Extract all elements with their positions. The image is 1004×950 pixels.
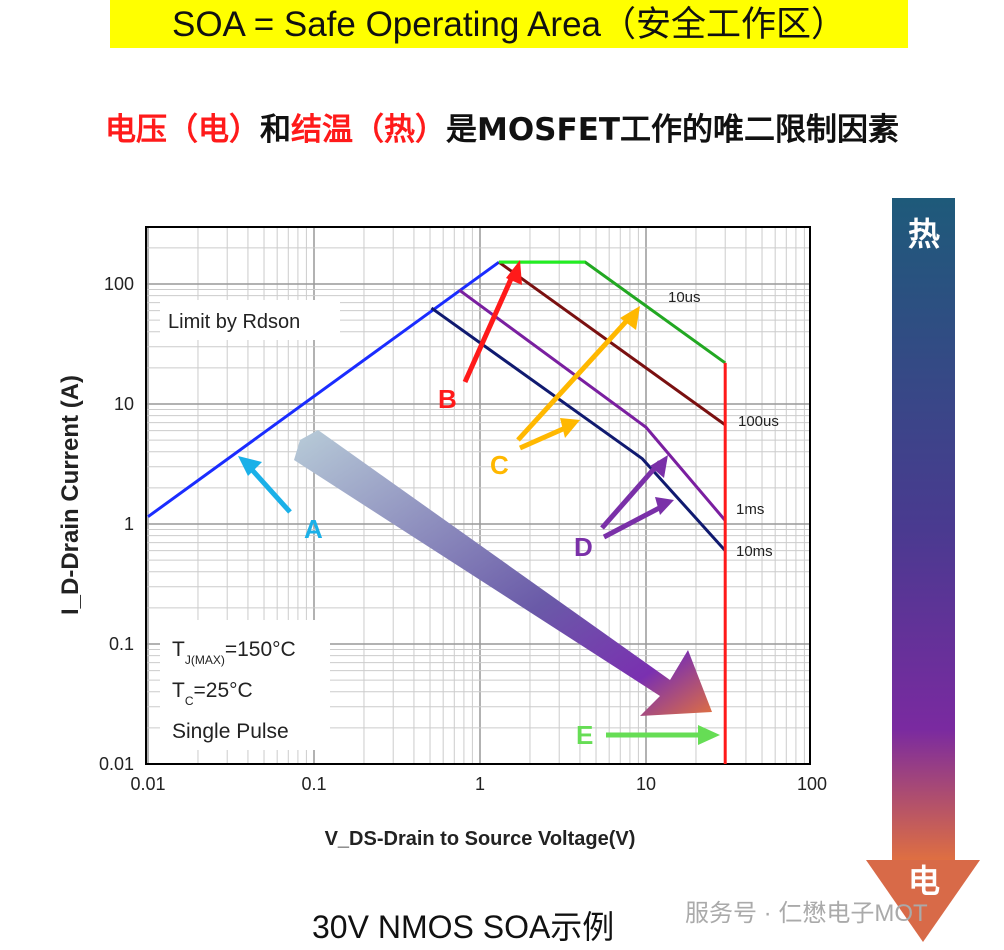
tj-label: TJ(MAX)=150°C (172, 638, 296, 667)
series-label-10us: 10us (668, 289, 701, 306)
y-tick-label: 0.1 (109, 634, 134, 654)
x-tick-label: 10 (636, 774, 656, 794)
marker-e: E (576, 720, 593, 750)
slide-title: SOA = Safe Operating Area（安全工作区） (110, 0, 908, 48)
x-tick-label: 1 (475, 774, 485, 794)
series-label-10ms: 10ms (736, 543, 773, 560)
arrow-d2 (602, 502, 667, 540)
slide-subtitle: 电压（电）和结温（热）是MOSFET工作的唯二限制因素 (0, 104, 1004, 149)
y-tick-label: 1 (124, 514, 134, 534)
series-label-1ms: 1ms (736, 501, 764, 518)
marker-a: A (304, 514, 323, 544)
single-pulse-label: Single Pulse (172, 720, 289, 743)
subtitle-and: 和 (259, 112, 291, 148)
series-1ms (458, 288, 727, 522)
arrow-b (462, 268, 518, 384)
voltage-label: 电 (908, 863, 940, 899)
bar-arrowhead (866, 860, 980, 942)
marker-d: D (574, 532, 593, 562)
y-tick-label: 10 (114, 394, 134, 414)
y-tick-label: 100 (104, 274, 134, 294)
marker-c: C (490, 450, 509, 480)
arrow-d1 (600, 460, 662, 530)
heat-to-voltage-bar (892, 198, 955, 862)
subtitle-rest: 是MOSFET工作的唯二限制因素 (445, 112, 900, 148)
rdson-label-bg (160, 300, 340, 340)
series-limit-by-rdson (147, 260, 500, 518)
series-label-100us: 100us (738, 413, 779, 430)
y-tick-label: 0.01 (99, 754, 134, 774)
subtitle-temp: 结温（热） (290, 112, 446, 148)
marker-b: B (438, 384, 457, 414)
chart-caption: 30V NMOS SOA示例 (312, 909, 615, 945)
y-axis-label: I_D-Drain Current (A) (57, 375, 84, 615)
rdson-label: Limit by Rdson (168, 311, 300, 333)
watermark: 服务号 · 仁懋电子MOT (685, 900, 928, 927)
heat-label: 热 (908, 216, 940, 252)
series-100us (498, 260, 727, 427)
arrow-c1 (516, 313, 634, 442)
subtitle-voltage: 电压（电） (104, 112, 260, 148)
x-tick-label: 100 (797, 774, 827, 794)
conditions-bg (160, 620, 330, 750)
x-tick-label: 0.01 (130, 774, 165, 794)
series-10us (498, 260, 727, 365)
x-tick-label: 0.1 (301, 774, 326, 794)
tc-label: TC=25°C (172, 679, 253, 708)
series-10ms (430, 306, 727, 552)
big-trend-arrow (294, 430, 712, 716)
x-axis-label: V_DS-Drain to Source Voltage(V) (325, 828, 636, 850)
plot-frame (145, 226, 811, 765)
